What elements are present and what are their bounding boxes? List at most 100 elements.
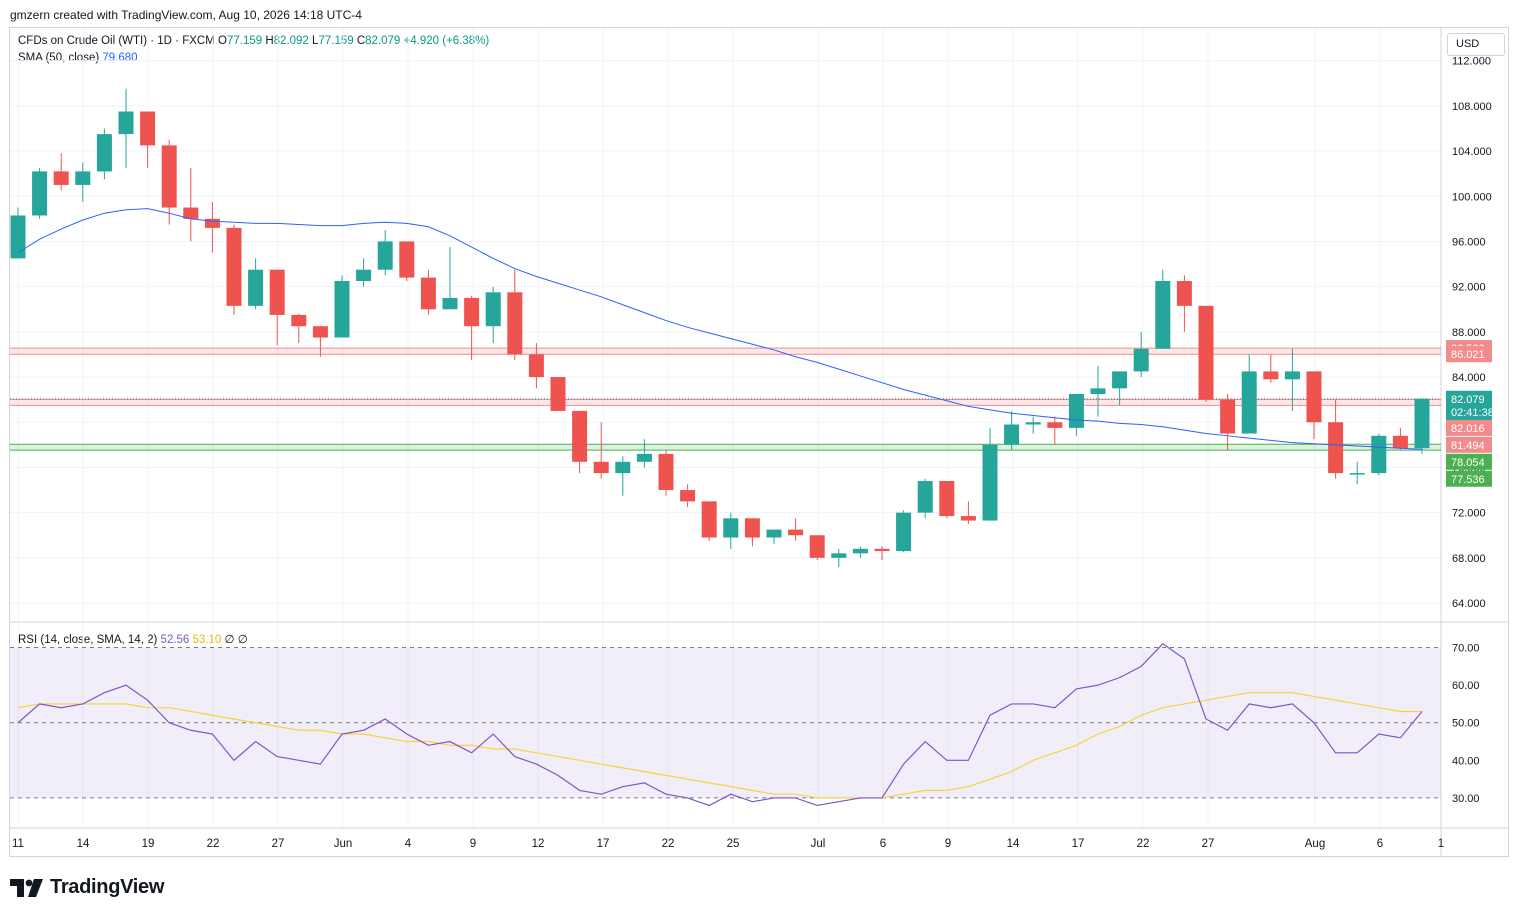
candle-up xyxy=(96,134,112,172)
candle-up xyxy=(334,281,350,338)
candle-down xyxy=(658,453,674,491)
candle-up xyxy=(1090,388,1106,394)
candle-up xyxy=(1155,281,1171,349)
rsi-tick-label: 40.00 xyxy=(1452,755,1480,767)
rsi-label: RSI (14, close, SMA, 14, 2) xyxy=(18,634,158,646)
price-label-text: 86.021 xyxy=(1451,349,1485,361)
time-tick-label: 25 xyxy=(727,838,740,850)
currency-selector[interactable]: USD xyxy=(1447,33,1505,56)
rsi-sma-line xyxy=(17,692,1422,799)
time-tick-label: Aug xyxy=(1305,838,1325,850)
candle-up xyxy=(831,553,847,558)
price-tick-label: 96.000 xyxy=(1452,236,1486,248)
price-tick-label: 64.000 xyxy=(1452,598,1486,610)
time-tick-label: 1 xyxy=(1438,838,1444,850)
open-label: O xyxy=(218,35,227,47)
high-value: 82.092 xyxy=(273,35,309,47)
candle-up xyxy=(1112,371,1128,389)
rsi-extra: ∅ ∅ xyxy=(224,634,248,646)
tradingview-logo-icon xyxy=(10,878,43,897)
price-label-bg xyxy=(1446,404,1492,421)
candle-down xyxy=(226,227,242,306)
close-value: 82.079 xyxy=(365,35,401,47)
time-tick-label: 6 xyxy=(880,838,886,850)
candle-up xyxy=(1241,371,1257,434)
candle-down xyxy=(939,481,955,517)
high-label: H xyxy=(265,35,274,47)
candle-up xyxy=(615,461,631,474)
candle-up xyxy=(10,215,26,259)
symbol-legend: CFDs on Crude Oil (WTI) · 1D · FXCM O 77.… xyxy=(18,35,489,47)
price-label-text: 81.494 xyxy=(1451,440,1485,452)
candle-up xyxy=(377,241,393,270)
rsi-tick-label: 70.00 xyxy=(1452,643,1480,655)
candle-up xyxy=(118,111,134,135)
time-tick-label: 14 xyxy=(77,838,90,850)
candle-down xyxy=(1328,422,1344,474)
price-label-bg xyxy=(1446,346,1492,363)
candle-down xyxy=(550,377,566,411)
price-tick-label: 68.000 xyxy=(1452,553,1486,565)
tradingview-logo-text: TradingView xyxy=(50,876,165,898)
chart-credit: gmzern created with TradingView.com, Aug… xyxy=(10,8,362,22)
rsi-tick-label: 30.00 xyxy=(1452,793,1480,805)
rsi-legend[interactable]: RSI (14, close, SMA, 14, 2) 52.56 53.10 … xyxy=(18,632,248,646)
price-tick-label: 84.000 xyxy=(1452,372,1486,384)
candle-down xyxy=(744,518,760,538)
time-tick-label: 19 xyxy=(142,838,155,850)
candle-up xyxy=(1414,398,1430,449)
price-label-text: 02:41:38 xyxy=(1451,407,1494,419)
rsi-sma-value: 53.10 xyxy=(192,634,222,646)
time-tick-label: 22 xyxy=(207,838,220,850)
candle-down xyxy=(312,326,328,338)
time-tick-label: 27 xyxy=(272,838,285,850)
time-tick-label: 6 xyxy=(1377,838,1383,850)
candle-up xyxy=(485,292,501,327)
rsi-tick-label: 60.00 xyxy=(1452,680,1480,692)
zone-fill xyxy=(10,348,1441,355)
price-label-bg xyxy=(1446,470,1492,487)
candle-up xyxy=(248,269,264,306)
tradingview-logo[interactable]: TradingView xyxy=(10,876,164,899)
price-tick-label: 88.000 xyxy=(1452,327,1486,339)
candle-down xyxy=(204,218,220,228)
price-label-bg xyxy=(1446,390,1492,407)
rsi-line xyxy=(17,643,1423,807)
price-tick-label: 112.000 xyxy=(1452,56,1491,68)
candle-down xyxy=(809,535,825,558)
candle-up xyxy=(1284,371,1300,380)
candle-up xyxy=(32,171,48,216)
candle-down xyxy=(1220,399,1236,434)
candle-down xyxy=(1263,371,1279,380)
candle-down xyxy=(788,529,804,536)
candle-down xyxy=(53,171,69,185)
candle-down xyxy=(701,501,717,538)
rsi-tick-label: 50.00 xyxy=(1452,718,1480,730)
candle-up xyxy=(1025,422,1041,425)
sma50-line xyxy=(17,208,1423,450)
candle-down xyxy=(464,297,480,327)
price-tick-label: 72.000 xyxy=(1452,508,1486,520)
zone-fill xyxy=(10,399,1441,406)
time-tick-label: 14 xyxy=(1007,838,1020,850)
price-tick-label: 100.000 xyxy=(1452,191,1492,203)
candle-up xyxy=(852,548,868,554)
candle-down xyxy=(269,269,285,315)
time-tick-label: 22 xyxy=(662,838,675,850)
candle-down xyxy=(1392,435,1408,449)
time-tick-label: 9 xyxy=(945,838,951,850)
low-value: 77.159 xyxy=(318,35,354,47)
candle-up xyxy=(75,171,91,185)
time-tick-label: 9 xyxy=(470,838,476,850)
candle-up xyxy=(1133,348,1149,372)
price-tick-label: 92.000 xyxy=(1452,282,1486,294)
chart-frame xyxy=(9,27,1509,857)
time-tick-label: 17 xyxy=(597,838,610,850)
candle-down xyxy=(161,145,177,208)
candle-up xyxy=(442,297,458,310)
time-tick-label: 27 xyxy=(1202,838,1215,850)
candle-up xyxy=(1349,473,1365,475)
symbol-title[interactable]: CFDs on Crude Oil (WTI) · 1D · FXCM xyxy=(18,35,215,47)
change-value: +4.920 (+6.38%) xyxy=(403,35,490,47)
